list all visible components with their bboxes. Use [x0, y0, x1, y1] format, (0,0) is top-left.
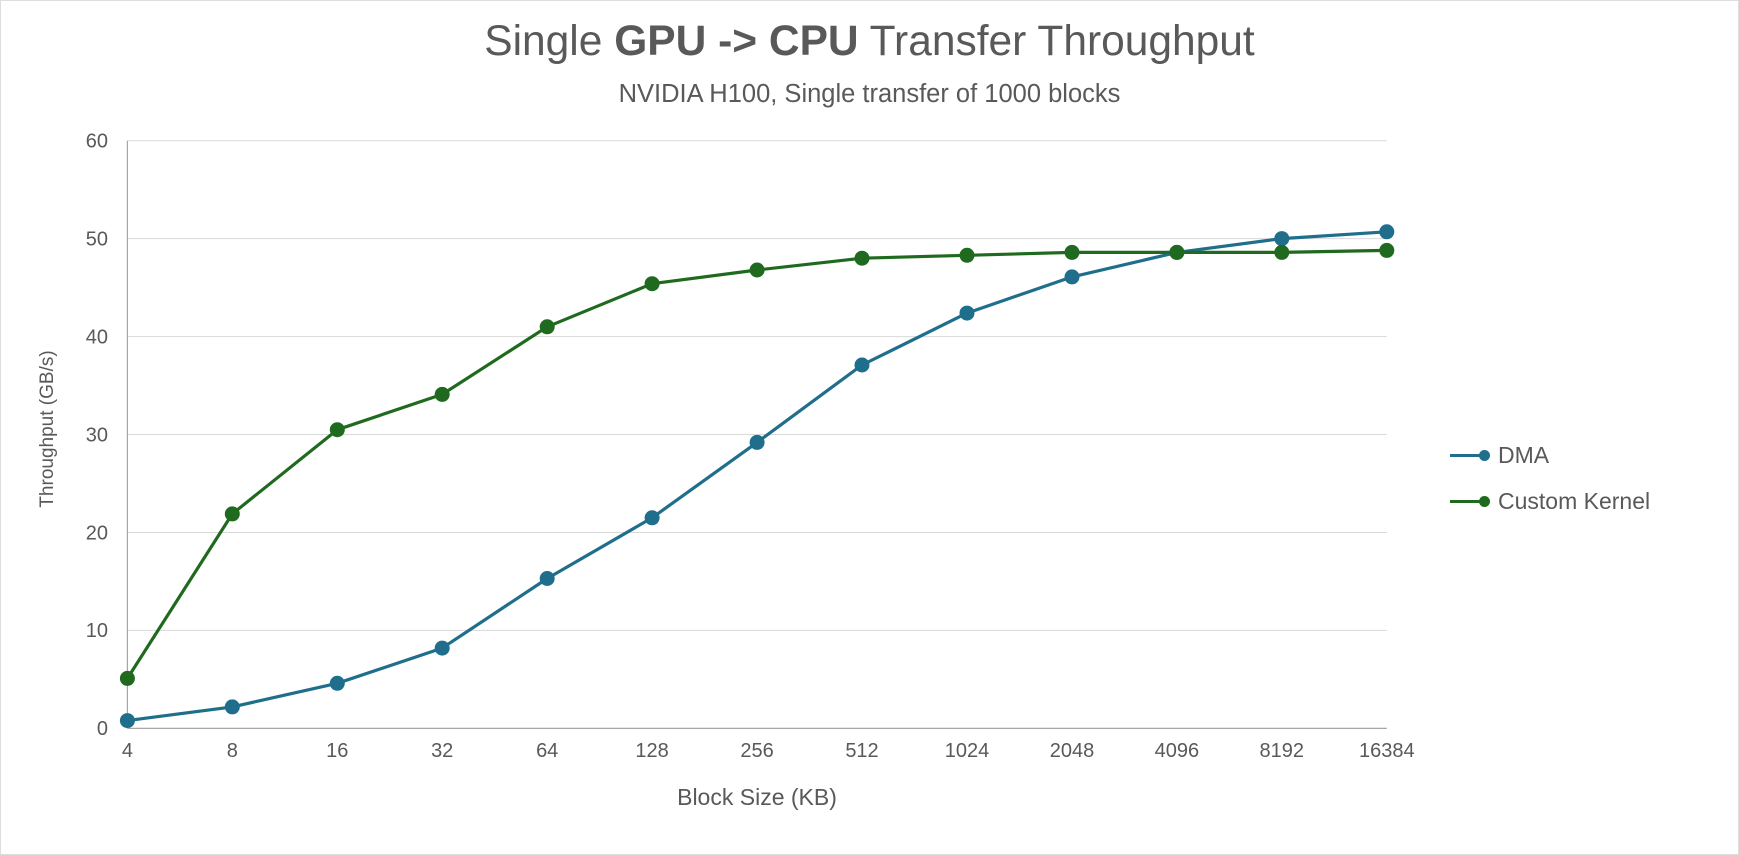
svg-text:64: 64 — [536, 740, 558, 762]
svg-text:32: 32 — [431, 740, 453, 762]
svg-text:40: 40 — [86, 326, 108, 348]
svg-text:30: 30 — [86, 424, 108, 446]
svg-text:16384: 16384 — [1359, 740, 1415, 762]
svg-text:8: 8 — [227, 740, 238, 762]
svg-text:2048: 2048 — [1050, 740, 1095, 762]
svg-text:8192: 8192 — [1260, 740, 1305, 762]
svg-text:20: 20 — [86, 522, 108, 544]
svg-text:10: 10 — [86, 620, 108, 642]
svg-text:1024: 1024 — [945, 740, 990, 762]
svg-text:128: 128 — [635, 740, 668, 762]
svg-text:60: 60 — [86, 131, 108, 153]
svg-text:512: 512 — [845, 740, 878, 762]
svg-text:50: 50 — [86, 228, 108, 250]
svg-text:4096: 4096 — [1155, 740, 1200, 762]
svg-text:0: 0 — [97, 718, 108, 740]
svg-text:16: 16 — [326, 740, 348, 762]
svg-text:256: 256 — [740, 740, 773, 762]
svg-text:4: 4 — [122, 740, 133, 762]
